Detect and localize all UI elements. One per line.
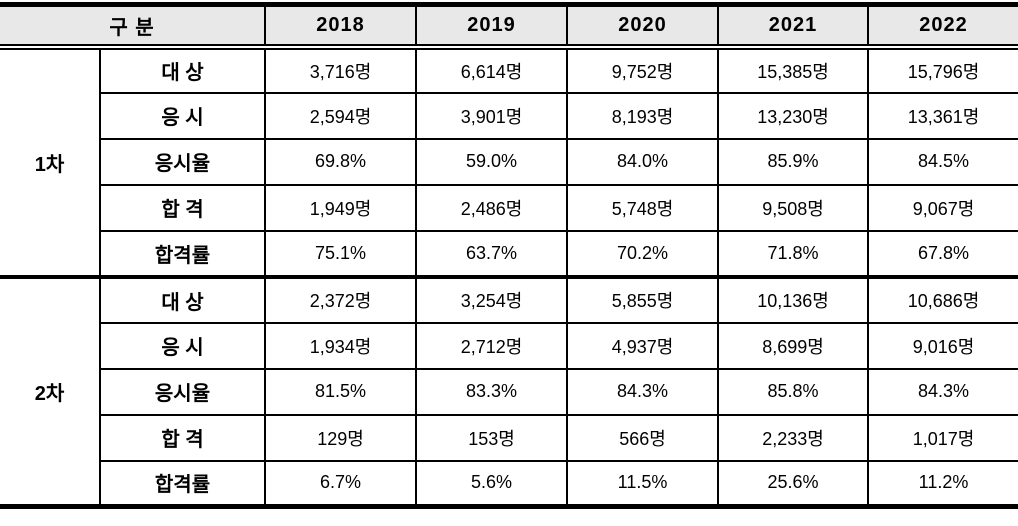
value-cell: 75.1%: [264, 229, 417, 277]
header-cell-year: 2018: [264, 4, 417, 50]
value-cell: 15,385명: [717, 45, 869, 93]
value-cell: 2,712명: [415, 321, 568, 369]
value-cell: 153명: [415, 413, 568, 461]
value-cell: 59.0%: [415, 137, 568, 185]
value-cell: 84.5%: [867, 137, 1018, 185]
table-row: 합격률 75.1% 63.7% 70.2% 71.8% 67.8%: [0, 229, 1018, 277]
table-row: 합격률 6.7% 5.6% 11.5% 25.6% 11.2%: [0, 459, 1018, 507]
table-row: 응시율 69.8% 59.0% 84.0% 85.9% 84.5%: [0, 137, 1018, 185]
row-label-cell: 응 시: [98, 321, 266, 369]
value-cell: 3,901명: [415, 91, 568, 139]
value-cell: 67.8%: [867, 229, 1018, 277]
group-cell: 1차: [0, 45, 100, 277]
value-cell: 2,372명: [264, 274, 417, 323]
value-cell: 83.3%: [415, 367, 568, 415]
value-cell: 566명: [566, 413, 719, 461]
table-row: 응 시 2,594명 3,901명 8,193명 13,230명 13,361명: [0, 91, 1018, 139]
value-cell: 84.3%: [566, 367, 719, 415]
exam-statistics-table: 구 분 2018 2019 2020 2021 2022 1차 대 상 3,716명 6,61…: [0, 2, 1018, 509]
row-label-cell: 응시율: [98, 137, 266, 185]
value-cell: 13,230명: [717, 91, 869, 139]
value-cell: 8,699명: [717, 321, 869, 369]
value-cell: 5,748명: [566, 183, 719, 231]
value-cell: 84.3%: [867, 367, 1018, 415]
value-cell: 11.2%: [867, 459, 1018, 507]
value-cell: 9,016명: [867, 321, 1018, 369]
table-row: 응 시 1,934명 2,712명 4,937명 8,699명 9,016명: [0, 321, 1018, 369]
table-row: 응시율 81.5% 83.3% 84.3% 85.8% 84.3%: [0, 367, 1018, 415]
value-cell: 1,017명: [867, 413, 1018, 461]
value-cell: 1,934명: [264, 321, 417, 369]
header-cell-year: 2019: [415, 4, 568, 50]
value-cell: 15,796명: [867, 45, 1018, 93]
value-cell: 2,486명: [415, 183, 568, 231]
table-row: 합 격 129명 153명 566명 2,233명 1,017명: [0, 413, 1018, 461]
value-cell: 85.8%: [717, 367, 869, 415]
value-cell: 25.6%: [717, 459, 869, 507]
header-cell-group: 구 분: [0, 4, 266, 50]
value-cell: 9,752명: [566, 45, 719, 93]
row-label-cell: 대 상: [98, 274, 266, 323]
value-cell: 63.7%: [415, 229, 568, 277]
value-cell: 9,508명: [717, 183, 869, 231]
table-body: 1차 대 상 3,716명 6,614명 9,752명 15,385명 15,796명 응 시…: [0, 45, 1018, 507]
row-label-cell: 합격률: [98, 229, 266, 277]
row-label-cell: 응시율: [98, 367, 266, 415]
value-cell: 6,614명: [415, 45, 568, 93]
value-cell: 8,193명: [566, 91, 719, 139]
table-row: 2차 대 상 2,372명 3,254명 5,855명 10,136명 10,686명: [0, 274, 1018, 507]
value-cell: 85.9%: [717, 137, 869, 185]
value-cell: 129명: [264, 413, 417, 461]
value-cell: 6.7%: [264, 459, 417, 507]
row-label-cell: 합 격: [98, 183, 266, 231]
value-cell: 10,136명: [717, 274, 869, 323]
value-cell: 3,716명: [264, 45, 417, 93]
table-row: 합 격 1,949명 2,486명 5,748명 9,508명 9,067명: [0, 183, 1018, 231]
header-row: 구 분 2018 2019 2020 2021 2022: [0, 4, 1018, 50]
row-label-cell: 응 시: [98, 91, 266, 139]
value-cell: 13,361명: [867, 91, 1018, 139]
header-cell-year: 2020: [566, 4, 719, 50]
table-header: 구 분 2018 2019 2020 2021 2022: [0, 4, 1018, 50]
group-cell: 2차: [0, 274, 100, 507]
value-cell: 81.5%: [264, 367, 417, 415]
value-cell: 70.2%: [566, 229, 719, 277]
value-cell: 69.8%: [264, 137, 417, 185]
value-cell: 5,855명: [566, 274, 719, 323]
value-cell: 11.5%: [566, 459, 719, 507]
row-label-cell: 합격률: [98, 459, 266, 507]
value-cell: 3,254명: [415, 274, 568, 323]
value-cell: 84.0%: [566, 137, 719, 185]
value-cell: 2,233명: [717, 413, 869, 461]
value-cell: 10,686명: [867, 274, 1018, 323]
value-cell: 1,949명: [264, 183, 417, 231]
table-row: 1차 대 상 3,716명 6,614명 9,752명 15,385명 15,796명: [0, 45, 1018, 277]
value-cell: 71.8%: [717, 229, 869, 277]
value-cell: 5.6%: [415, 459, 568, 507]
value-cell: 2,594명: [264, 91, 417, 139]
row-label-cell: 대 상: [98, 45, 266, 93]
header-cell-year: 2022: [867, 4, 1018, 50]
header-cell-year: 2021: [717, 4, 869, 50]
row-label-cell: 합 격: [98, 413, 266, 461]
value-cell: 4,937명: [566, 321, 719, 369]
value-cell: 9,067명: [867, 183, 1018, 231]
